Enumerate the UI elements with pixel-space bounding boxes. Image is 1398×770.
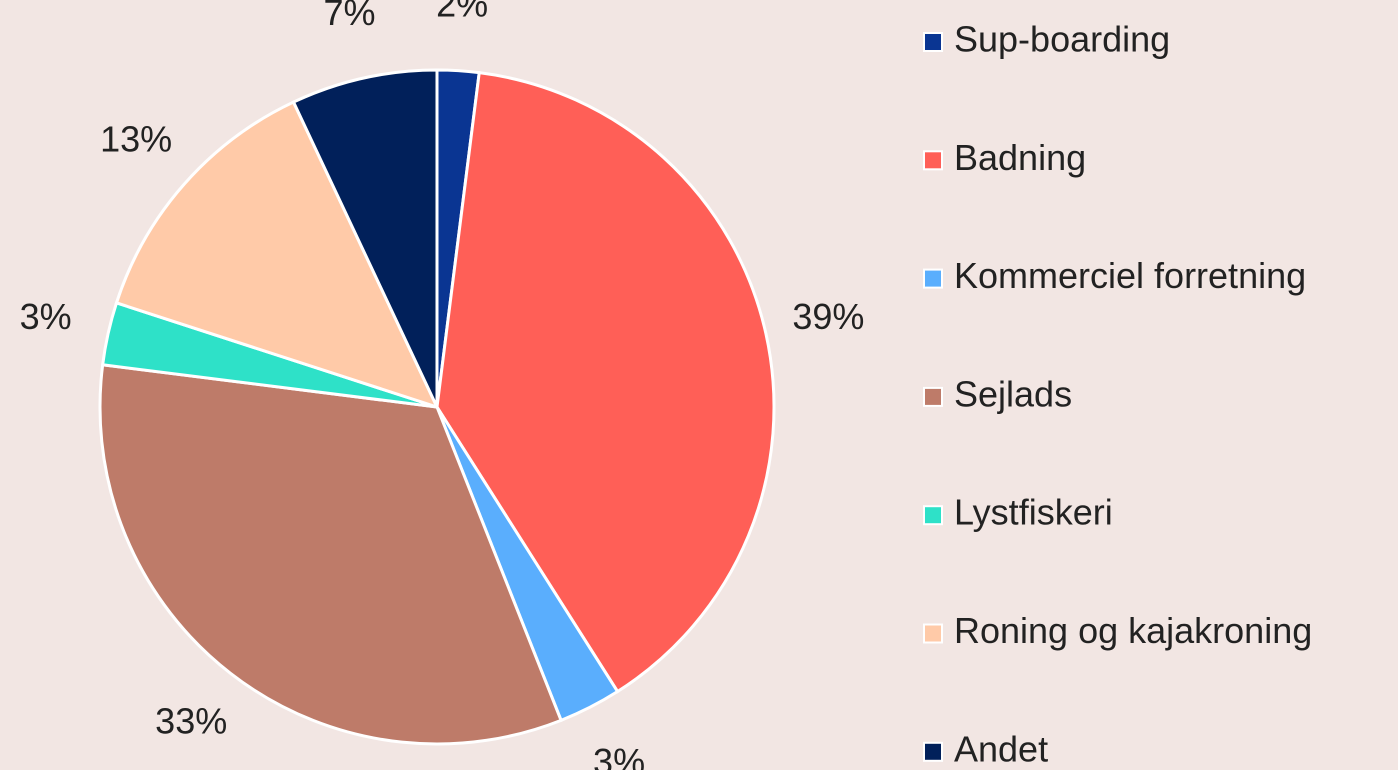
legend-label: Andet <box>954 728 1048 769</box>
data-label: 7% <box>324 0 376 33</box>
legend-label: Kommerciel forretning <box>954 255 1306 296</box>
data-label: 3% <box>20 296 72 337</box>
legend-swatch <box>923 150 943 171</box>
data-label: 3% <box>593 741 645 770</box>
legend-swatch <box>923 505 943 526</box>
pie-slice <box>291 68 439 408</box>
legend-swatch <box>923 386 943 407</box>
legend-swatch <box>923 268 943 289</box>
data-label: 2% <box>436 0 488 24</box>
data-label: 33% <box>155 700 227 741</box>
data-label: 13% <box>100 118 172 159</box>
pie-slice <box>435 70 776 694</box>
legend-label: Badning <box>954 137 1086 178</box>
legend-label: Lystfiskeri <box>954 492 1113 533</box>
legend-label: Sup-boarding <box>954 19 1170 60</box>
data-label: 39% <box>792 296 864 337</box>
pie-slice <box>114 100 440 410</box>
pie-slice <box>98 363 564 746</box>
legend-label: Sejlads <box>954 373 1072 414</box>
legend-label: Roning og kajakroning <box>954 610 1312 651</box>
legend-swatch <box>923 741 943 762</box>
legend-swatch <box>923 32 943 52</box>
legend-swatch <box>923 623 943 644</box>
